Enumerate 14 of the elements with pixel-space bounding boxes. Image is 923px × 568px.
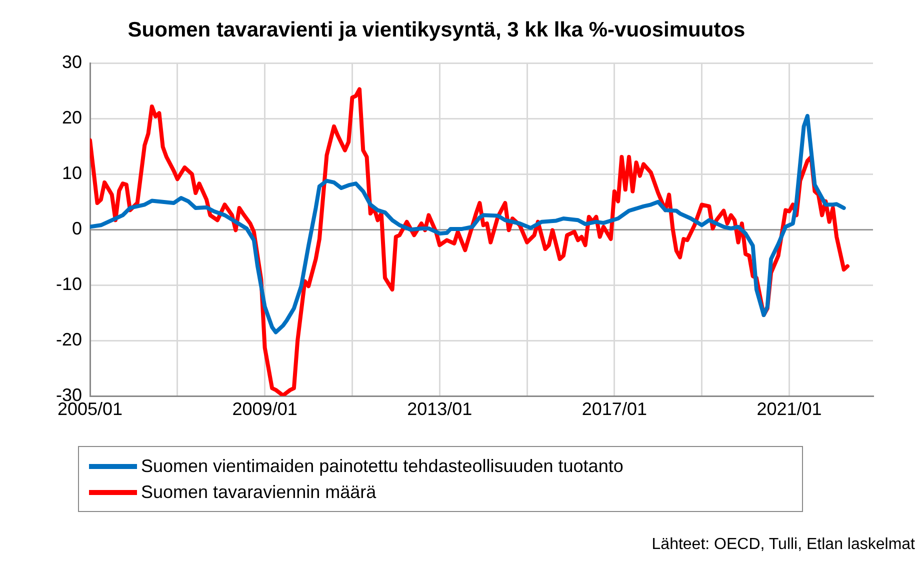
y-tick-label: 20 (62, 108, 82, 128)
x-tick-label: 2013/01 (407, 398, 472, 419)
y-tick-label: 0 (72, 218, 82, 239)
legend-label: Suomen tavaraviennin määrä (141, 482, 376, 502)
x-tick-label: 2009/01 (232, 398, 298, 419)
y-tick-label: 10 (62, 163, 82, 184)
legend-label: Suomen vientimaiden painotettu tehdasteollisuuden tuotanto (141, 456, 624, 476)
y-tick-label: -20 (56, 330, 82, 350)
chart-title: Suomen tavaravienti ja vientikysyntä, 3 kk lka %-vuosimuutos (128, 18, 746, 42)
x-tick-label: 2021/01 (756, 398, 822, 419)
x-tick-label: 2017/01 (582, 398, 647, 419)
y-tick-label: 30 (62, 52, 82, 72)
text: Lähteet: OECD, Tulli, Etlan laskelmat (652, 536, 915, 554)
y-tick-label: -10 (56, 274, 82, 294)
